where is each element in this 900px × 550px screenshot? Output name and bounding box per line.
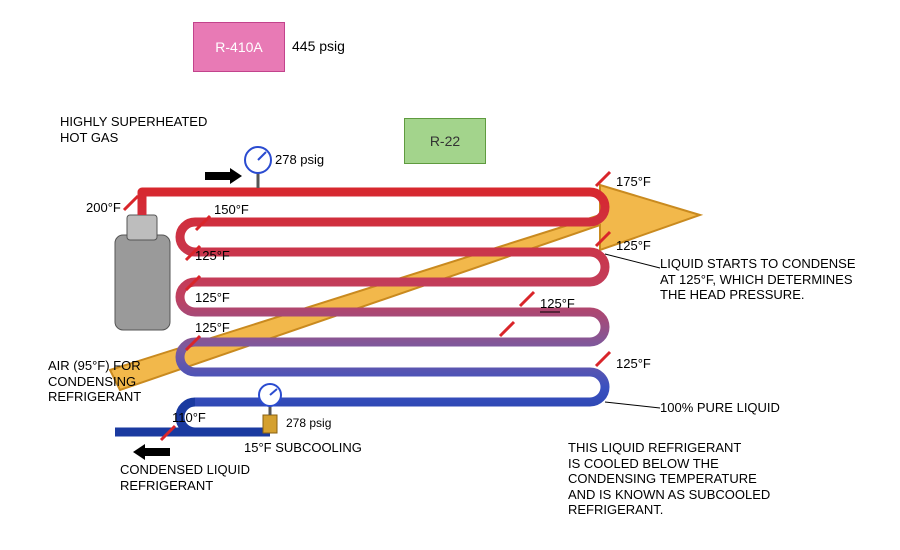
pressure-gauge-top-icon bbox=[245, 147, 271, 188]
temp-125a: 125°F bbox=[195, 248, 230, 264]
temp-125f: 125°F bbox=[616, 356, 651, 372]
flow-arrow-icon bbox=[205, 168, 242, 184]
air-label: AIR (95°F) FOR CONDENSING REFRIGERANT bbox=[48, 358, 141, 405]
hot-gas-label: HIGHLY SUPERHEATED HOT GAS bbox=[60, 114, 207, 145]
pressure-gauge-bottom-icon bbox=[259, 384, 281, 433]
temp-125d: 125°F bbox=[540, 296, 575, 312]
r22-label: R-22 bbox=[430, 133, 460, 149]
temp-110: 110°F bbox=[172, 410, 206, 426]
temp-125e: 125°F bbox=[195, 320, 230, 336]
gauge-top-reading: 278 psig bbox=[275, 152, 324, 168]
r410a-label: R-410A bbox=[215, 39, 262, 55]
temp-125b: 125°F bbox=[616, 238, 651, 254]
compressor-icon bbox=[115, 215, 170, 330]
pure-liquid-label: 100% PURE LIQUID bbox=[660, 400, 780, 416]
temp-125c: 125°F bbox=[195, 290, 230, 306]
subcool-label: 15°F SUBCOOLING bbox=[244, 440, 362, 456]
air-arrow bbox=[110, 185, 700, 390]
r410a-box: R-410A bbox=[193, 22, 285, 72]
gauge-bottom-reading: 278 psig bbox=[286, 416, 331, 430]
r410a-pressure: 445 psig bbox=[292, 38, 345, 55]
temp-175: 175°F bbox=[616, 174, 651, 190]
subcooled-note: THIS LIQUID REFRIGERANT IS COOLED BELOW … bbox=[568, 440, 770, 518]
return-arrow-icon bbox=[133, 444, 170, 460]
r22-box: R-22 bbox=[404, 118, 486, 164]
condensed-label: CONDENSED LIQUID REFRIGERANT bbox=[120, 462, 250, 493]
condense-note: LIQUID STARTS TO CONDENSE AT 125°F, WHIC… bbox=[660, 256, 856, 303]
temp-200: 200°F bbox=[86, 200, 121, 216]
temp-150: 150°F bbox=[214, 202, 249, 218]
